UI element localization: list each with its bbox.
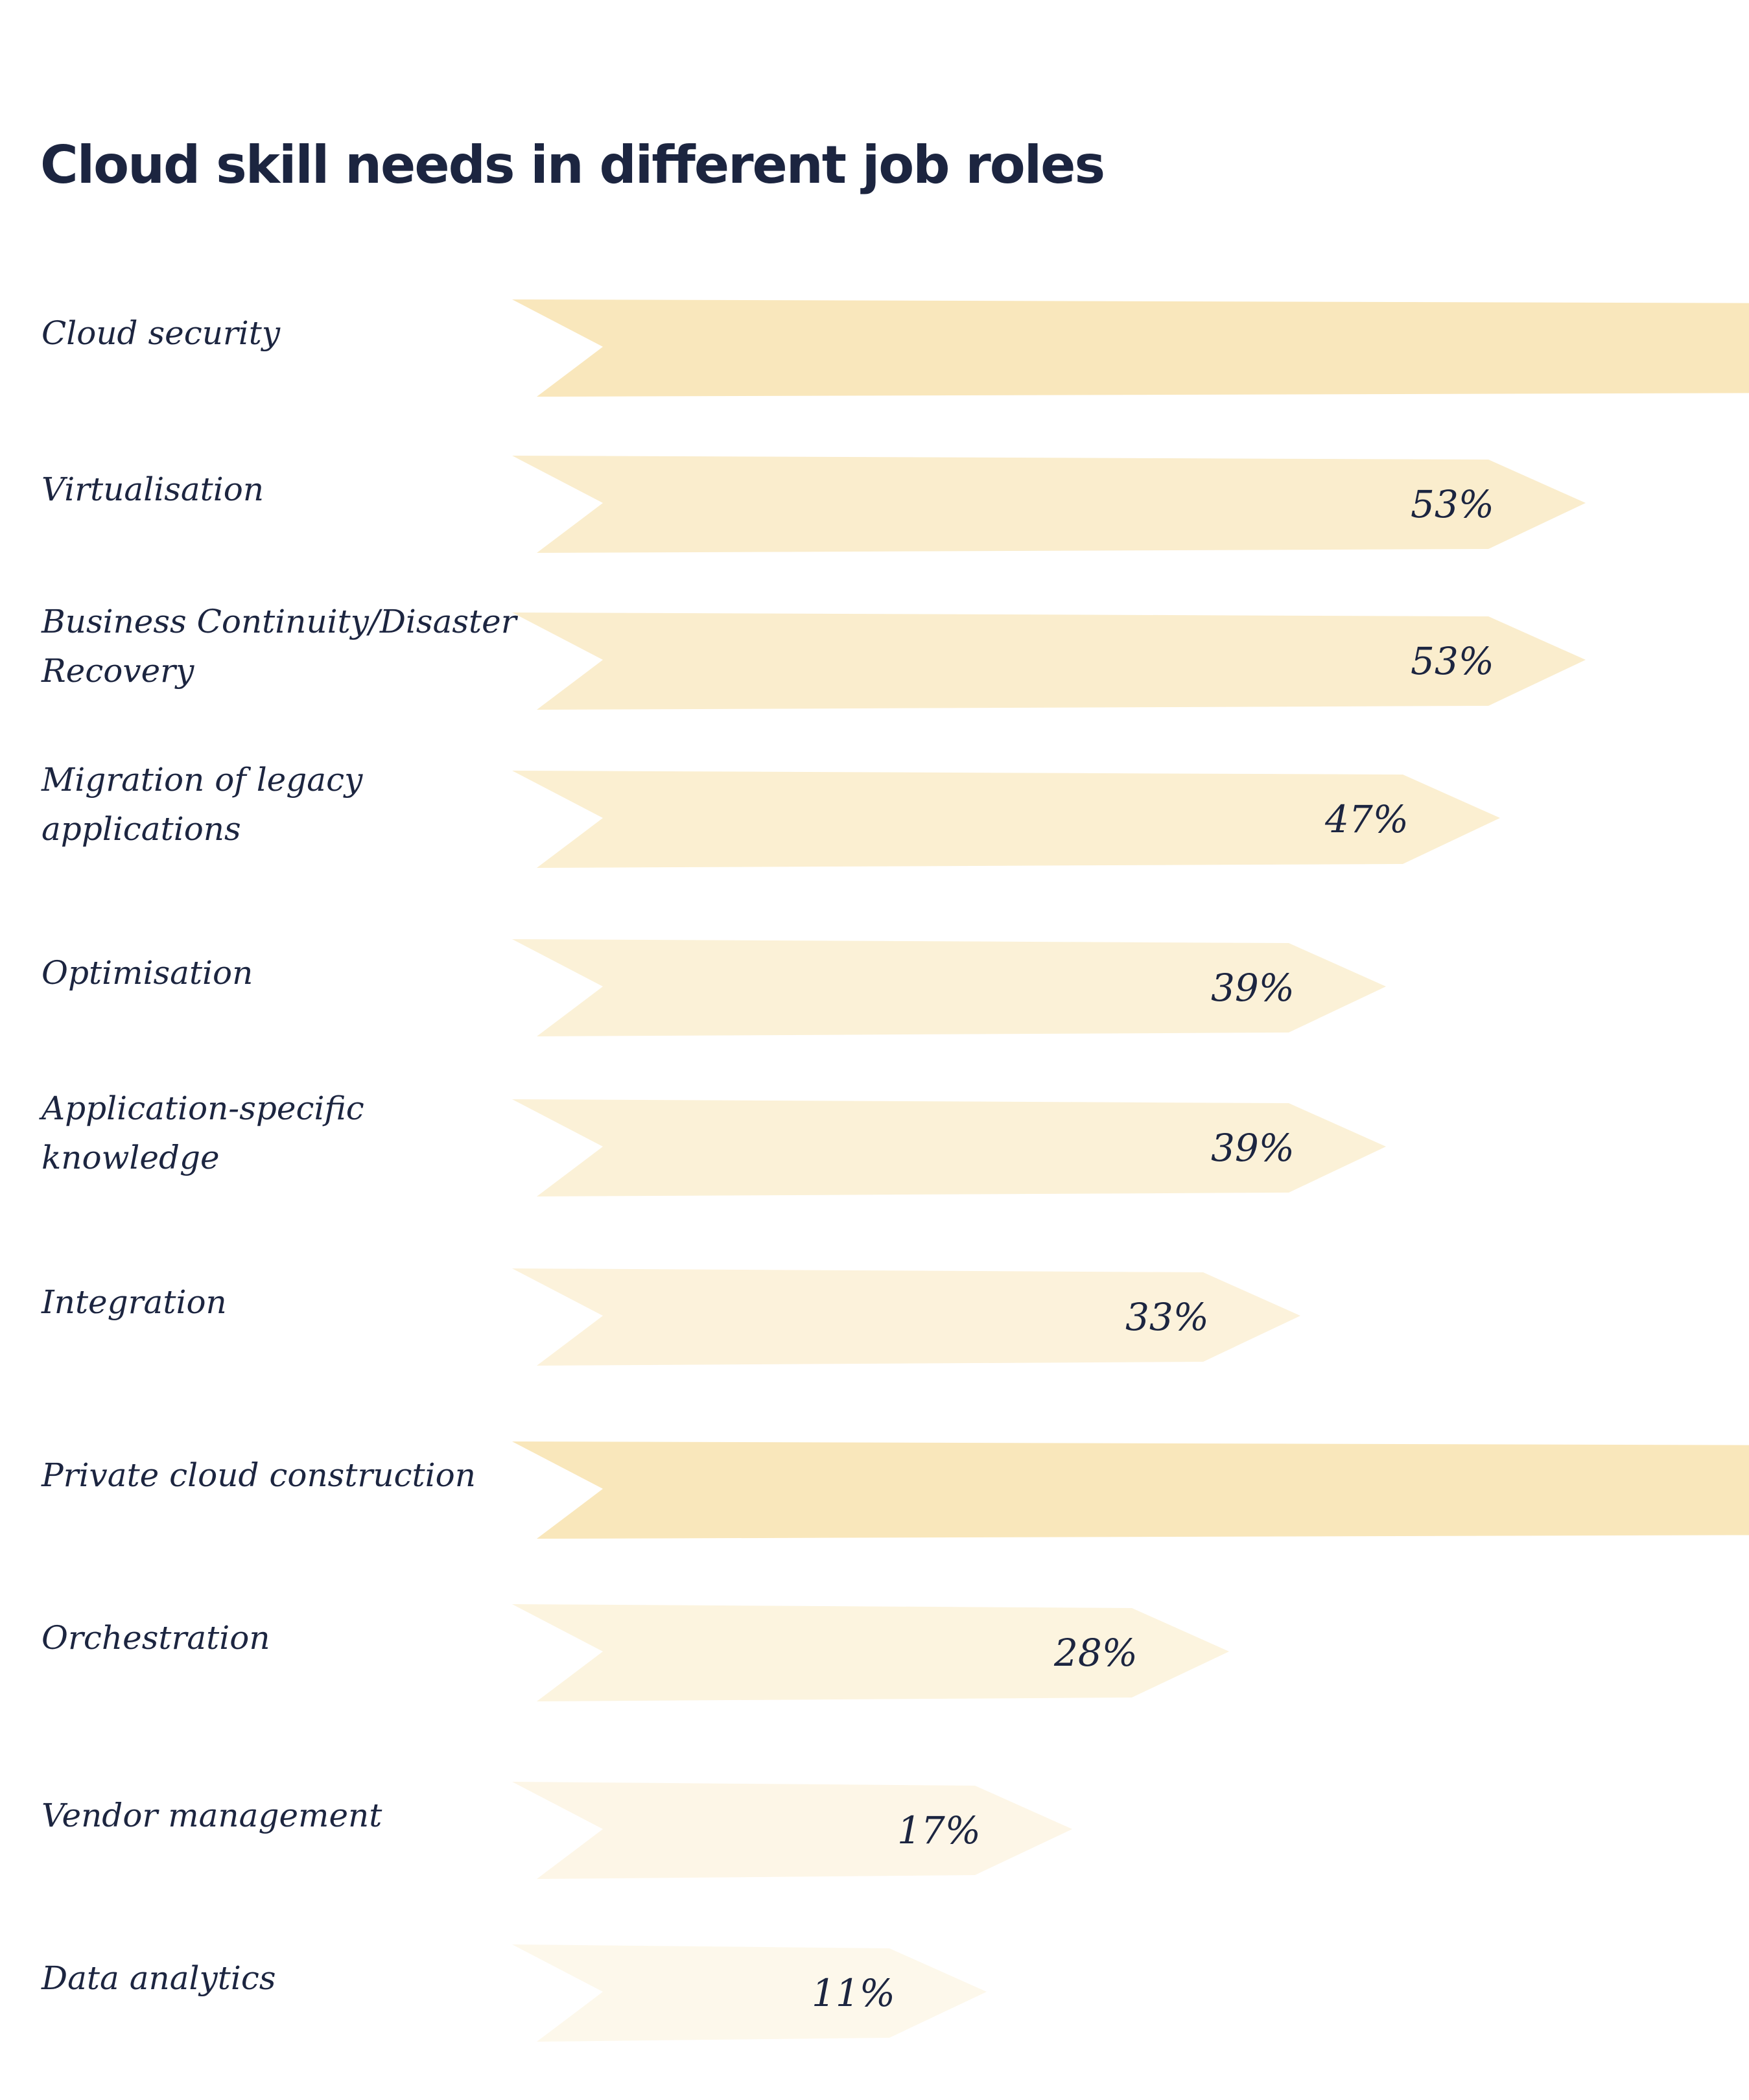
category-label-2: Business Continuity/Disaster Recovery bbox=[41, 603, 519, 690]
chart-title: Cloud skill needs in different job roles bbox=[40, 135, 1105, 195]
category-label-3: Migration of legacy applications bbox=[41, 761, 363, 848]
value-label-10: 11% bbox=[812, 1971, 895, 2015]
category-label-0: Cloud security bbox=[41, 314, 281, 352]
category-label-7: Private cloud construction bbox=[41, 1456, 476, 1494]
value-label-5: 39% bbox=[1211, 1126, 1295, 1170]
bar-10 bbox=[512, 1944, 987, 2042]
category-label-6: Integration bbox=[41, 1283, 227, 1321]
bar-9 bbox=[512, 1782, 1072, 1879]
value-label-1: 53% bbox=[1411, 482, 1494, 526]
bar-4 bbox=[512, 939, 1386, 1036]
value-label-9: 17% bbox=[897, 1808, 981, 1852]
category-label-9: Vendor management bbox=[41, 1797, 382, 1834]
bar-6 bbox=[512, 1268, 1300, 1366]
bar-1 bbox=[512, 456, 1586, 553]
bar-2 bbox=[512, 612, 1586, 710]
bar-3 bbox=[512, 771, 1500, 868]
bar-5 bbox=[512, 1099, 1386, 1196]
bar-8 bbox=[512, 1604, 1229, 1701]
value-label-4: 39% bbox=[1211, 966, 1295, 1010]
category-label-1: Virtualisation bbox=[41, 471, 264, 508]
category-label-10: Data analytics bbox=[41, 1959, 276, 1997]
bar-0 bbox=[512, 299, 1749, 397]
category-label-5: Application-specific knowledge bbox=[39, 1090, 364, 1176]
value-label-6: 33% bbox=[1125, 1295, 1209, 1339]
category-label-8: Orchestration bbox=[41, 1619, 270, 1657]
value-label-8: 28% bbox=[1053, 1631, 1138, 1675]
value-label-2: 53% bbox=[1411, 639, 1494, 683]
category-label-4: Optimisation bbox=[41, 954, 253, 992]
value-label-3: 47% bbox=[1324, 797, 1409, 841]
bar-7 bbox=[512, 1441, 1749, 1539]
